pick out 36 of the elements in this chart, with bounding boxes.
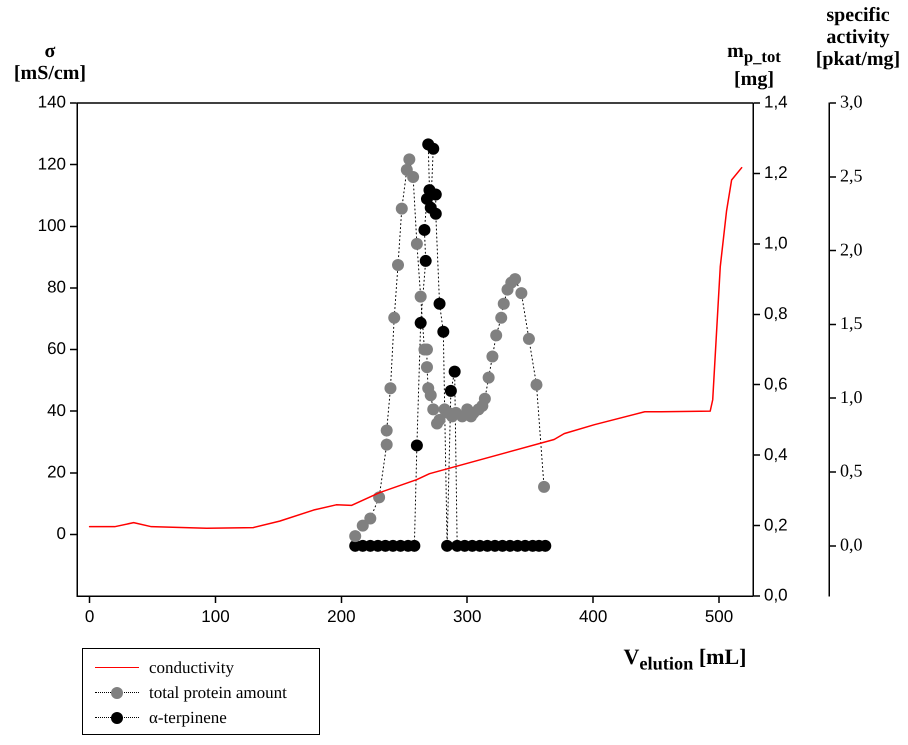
y2-tick-label: 0,4 <box>764 444 788 464</box>
x-tick-label: 400 <box>578 606 608 626</box>
y2-tick-label: 1,2 <box>764 163 788 182</box>
y3-tick-label: 1,5 <box>840 313 862 334</box>
y2-tick-label: 0,8 <box>764 304 788 323</box>
y-tick-label: 60 <box>47 339 66 358</box>
legend-label: conductivity <box>149 658 234 678</box>
y3-tick-label: 3,0 <box>840 92 862 112</box>
x-tick-label: 500 <box>704 606 734 626</box>
y-tick-label: 0 <box>56 524 66 544</box>
y2-tick-label: 0,0 <box>764 586 788 605</box>
y2-tick-label: 1,4 <box>764 92 788 112</box>
y3-tick-label: 1,0 <box>840 386 862 407</box>
y-tick-label: 120 <box>38 154 66 174</box>
y3-tick-label: 2,5 <box>840 166 862 186</box>
y3-tick-label: 0,0 <box>840 534 862 555</box>
x-tick-label: 200 <box>327 606 356 626</box>
legend-label: α-terpinene <box>149 708 227 728</box>
y3-tick-label: 0,5 <box>840 460 862 481</box>
y-tick-label: 40 <box>47 400 66 420</box>
x-tick-label: 0 <box>84 606 94 626</box>
x-tick-label: 300 <box>453 606 482 626</box>
x-tick-label: 100 <box>201 606 230 626</box>
y2-axis-title: m$_{p_tot}$ [mg] <box>726 40 782 90</box>
y-tick-label: 80 <box>47 278 66 297</box>
y-tick-label: 20 <box>47 462 66 482</box>
y2-tick-label: 0,6 <box>764 374 788 394</box>
y3-tick-label: 2,0 <box>840 239 862 260</box>
y-axis-title: σ [mS/cm] <box>12 40 88 84</box>
y2-tick-label: 0,2 <box>764 515 788 534</box>
legend-label: total protein amount <box>149 682 287 702</box>
x-axis-title: V$_{elution}$ [mL] <box>622 644 748 674</box>
y-tick-label: 140 <box>38 92 66 112</box>
y-tick-label: 100 <box>38 216 66 235</box>
y3-axis-title: specific activity [pkat/mg] <box>814 4 902 70</box>
y2-tick-label: 1,0 <box>764 234 788 253</box>
